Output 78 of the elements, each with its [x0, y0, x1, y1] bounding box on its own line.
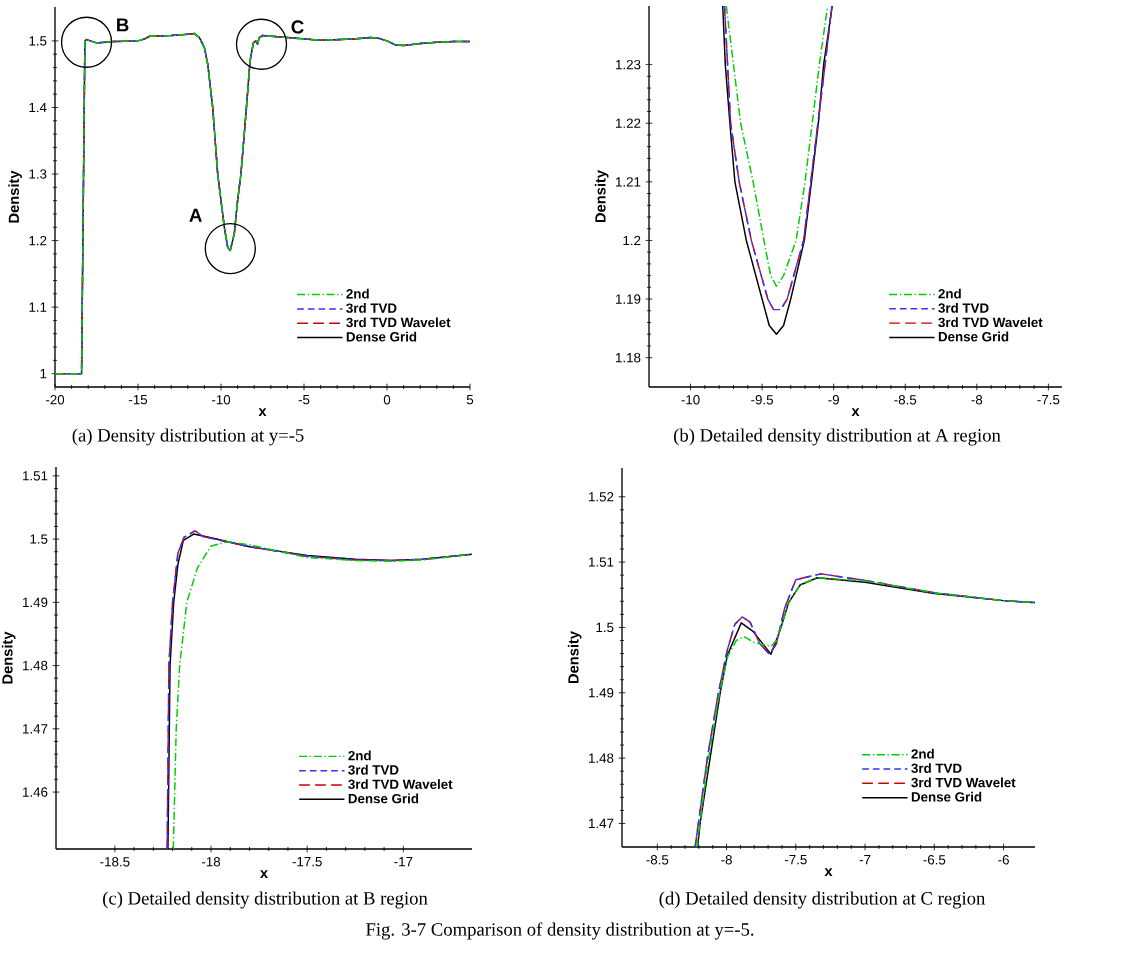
y-tick-label: 1.5 — [29, 36, 47, 46]
y-tick-label: 1.52 — [589, 492, 614, 502]
annotation: C — [291, 20, 304, 34]
y-tick-label: 1.5 — [30, 534, 48, 544]
legend-label: 2nd — [348, 750, 371, 761]
y-tick-label: 1.18 — [616, 352, 641, 363]
legend-label: 3rd TVD — [911, 763, 962, 773]
y-axis-title: Density — [594, 170, 609, 222]
annotation: A — [189, 208, 202, 222]
legend-label: Dense Grid — [348, 793, 419, 804]
y-tick-label: 1.21 — [616, 177, 641, 187]
x-tick-label: 0 — [383, 395, 391, 405]
x-tick-label: -20 — [45, 395, 65, 405]
legend-label: 3rd TVD Wavelet — [348, 779, 453, 789]
x-axis-title: x — [824, 868, 833, 877]
y-axis-title: Density — [567, 631, 582, 683]
x-tick-label: -15 — [128, 395, 148, 405]
x-tick-label: -17.5 — [292, 857, 322, 867]
x-tick-label: -9.5 — [751, 395, 774, 405]
legend-label: 2nd — [911, 748, 934, 759]
legend-label: 3rd TVD Wavelet — [911, 777, 1016, 788]
y-tick-label: 1.49 — [589, 688, 614, 698]
legend-label: 3rd TVD Wavelet — [346, 317, 451, 328]
y-tick-label: 1.2 — [29, 235, 47, 246]
y-tick-label: 1.47 — [23, 724, 48, 734]
x-tick-label: -18 — [201, 857, 221, 867]
y-tick-label: 1.51 — [23, 471, 48, 481]
y-tick-label: 1.5 — [596, 622, 614, 633]
legend-label: 3rd TVD — [348, 764, 399, 775]
x-tick-label: -17 — [394, 857, 413, 867]
x-tick-label: -10 — [211, 395, 231, 405]
legend-label: Dense Grid — [346, 331, 417, 342]
x-tick-label: -18.5 — [100, 857, 130, 867]
x-tick-label: -7.5 — [1037, 395, 1060, 405]
x-tick-label: -5 — [298, 395, 310, 405]
y-tick-label: 1.3 — [29, 169, 47, 179]
y-tick-label: 1.22 — [616, 118, 641, 128]
y-tick-label: 1.1 — [29, 302, 47, 312]
text: (d) Detailed density distribution at C region — [659, 891, 986, 909]
x-tick-label: -8 — [971, 395, 983, 405]
x-tick-label: -6.5 — [923, 855, 946, 865]
x-tick-label: -8.5 — [894, 395, 917, 405]
y-tick-label: 1.2 — [623, 235, 641, 246]
y-tick-label: 1.51 — [589, 557, 614, 567]
x-tick-label: -10 — [681, 395, 700, 405]
text: (a) Density distribution at y=-5 — [72, 428, 304, 446]
legend-label: 3rd TVD Wavelet — [938, 317, 1043, 328]
legend-label: 3rd TVD — [938, 302, 989, 313]
x-tick-label: 5 — [466, 395, 474, 405]
x-axis-title: x — [260, 870, 268, 879]
y-tick-label: 1.23 — [616, 59, 641, 70]
x-tick-label: -7 — [859, 855, 871, 865]
y-tick-label: 1.48 — [23, 660, 48, 671]
x-axis-title: x — [258, 408, 267, 417]
legend-label: 2nd — [938, 288, 961, 299]
y-axis-title: Density — [8, 170, 22, 223]
legend-label: Dense Grid — [938, 331, 1009, 342]
annotation: B — [117, 18, 129, 32]
x-tick-label: -6 — [998, 855, 1009, 865]
legend-label: 2nd — [346, 288, 369, 299]
x-tick-label: -9 — [828, 395, 839, 405]
text: (c) Detailed density distribution at B region — [103, 891, 428, 909]
y-tick-label: 1.4 — [29, 102, 47, 113]
x-tick-label: -8.5 — [646, 855, 669, 865]
y-tick-label: 1 — [40, 369, 47, 379]
y-tick-label: 1.19 — [616, 294, 641, 304]
y-tick-label: 1.49 — [23, 597, 48, 608]
legend-label: 3rd TVD — [346, 303, 397, 313]
text: (b) Detailed density distribution at A region — [674, 428, 1001, 446]
y-axis-title: Density — [1, 631, 16, 684]
x-tick-label: -8 — [721, 855, 732, 865]
y-tick-label: 1.46 — [23, 787, 48, 797]
x-axis-title: x — [851, 408, 860, 417]
legend-label: Dense Grid — [911, 791, 982, 802]
caption: Fig. 3-7 Comparison of density distribution at y=-5. — [366, 922, 754, 940]
y-tick-label: 1.47 — [589, 818, 614, 829]
y-tick-label: 1.48 — [589, 753, 614, 763]
x-tick-label: -7.5 — [784, 855, 807, 865]
